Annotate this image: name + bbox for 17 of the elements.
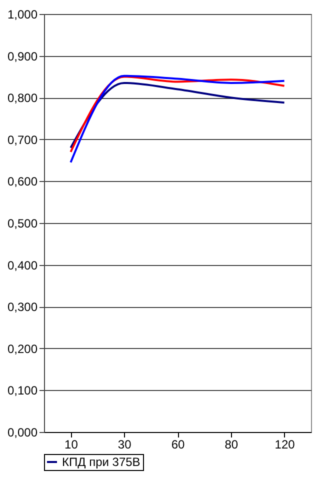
y-tick-label: 0,900 <box>7 49 38 64</box>
y-tick-label: 0,600 <box>7 174 38 189</box>
y-tick-label: 0,400 <box>7 258 38 272</box>
y-tick-label: 0,100 <box>7 384 38 398</box>
x-tick-label: 60 <box>171 438 185 452</box>
y-tick-label: 0,700 <box>7 132 38 147</box>
y-tick-label: 1,000 <box>7 8 38 22</box>
y-tick-label: 0,000 <box>7 426 38 440</box>
y-tick-label: 0,300 <box>7 300 38 314</box>
x-tick-label: 10 <box>64 438 78 452</box>
x-tick-label: 120 <box>274 438 296 452</box>
y-tick-label: 0,500 <box>7 216 38 230</box>
x-tick-label: 80 <box>224 438 238 452</box>
legend-label: КПД при 375В <box>62 455 140 469</box>
y-tick-label: 0,800 <box>7 91 38 106</box>
y-tick-label: 0,200 <box>7 342 38 356</box>
x-tick-label: 30 <box>118 438 132 452</box>
